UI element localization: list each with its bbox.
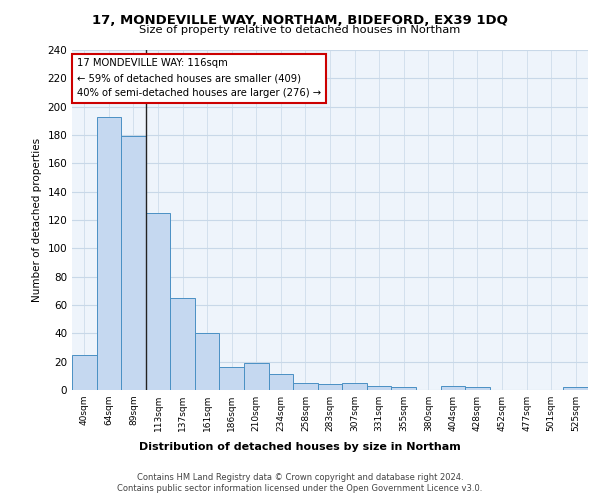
Bar: [269, 374, 293, 390]
Text: Contains HM Land Registry data © Crown copyright and database right 2024.: Contains HM Land Registry data © Crown c…: [137, 472, 463, 482]
Bar: [342, 383, 367, 390]
Bar: [318, 384, 342, 390]
Text: 17, MONDEVILLE WAY, NORTHAM, BIDEFORD, EX39 1DQ: 17, MONDEVILLE WAY, NORTHAM, BIDEFORD, E…: [92, 14, 508, 27]
Bar: [244, 363, 269, 390]
Bar: [72, 354, 97, 390]
Text: Contains public sector information licensed under the Open Government Licence v3: Contains public sector information licen…: [118, 484, 482, 493]
Bar: [170, 298, 195, 390]
Bar: [195, 334, 220, 390]
Text: Size of property relative to detached houses in Northam: Size of property relative to detached ho…: [139, 25, 461, 35]
Bar: [146, 213, 170, 390]
Bar: [440, 386, 465, 390]
Text: Distribution of detached houses by size in Northam: Distribution of detached houses by size …: [139, 442, 461, 452]
Text: 17 MONDEVILLE WAY: 116sqm
← 59% of detached houses are smaller (409)
40% of semi: 17 MONDEVILLE WAY: 116sqm ← 59% of detac…: [77, 58, 321, 98]
Bar: [220, 368, 244, 390]
Bar: [367, 386, 391, 390]
Y-axis label: Number of detached properties: Number of detached properties: [32, 138, 42, 302]
Bar: [97, 116, 121, 390]
Bar: [293, 383, 318, 390]
Bar: [121, 136, 146, 390]
Bar: [391, 387, 416, 390]
Bar: [563, 387, 588, 390]
Bar: [465, 387, 490, 390]
